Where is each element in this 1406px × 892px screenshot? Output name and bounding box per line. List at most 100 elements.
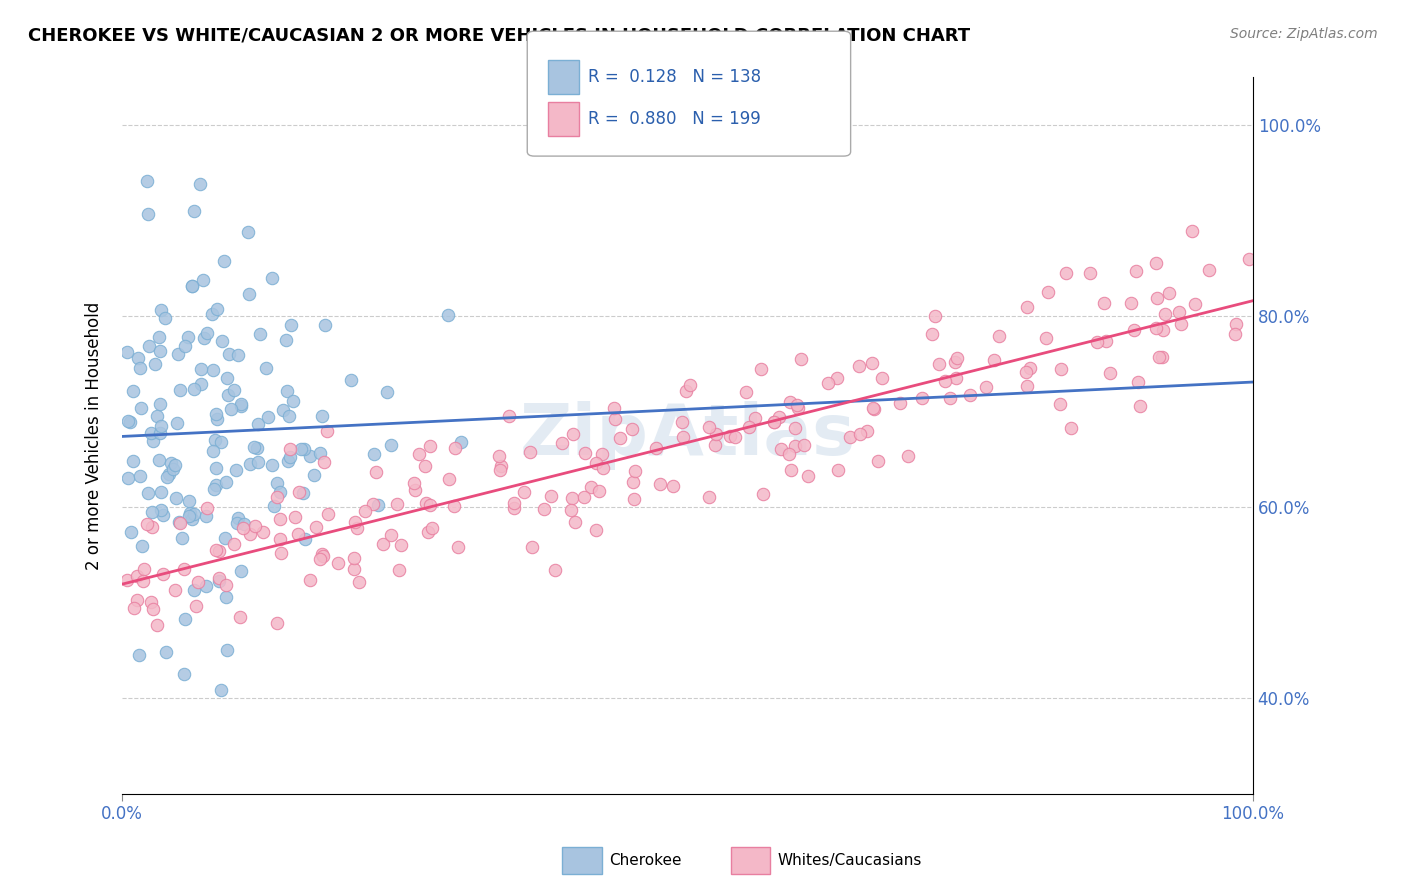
Point [513, 485, 536, 500]
Point [292, 442, 315, 457]
Point [249, 327, 271, 342]
Point [770, 442, 793, 457]
Point [574, 490, 596, 504]
Text: R =  0.880   N = 199: R = 0.880 N = 199 [588, 110, 761, 128]
Point [349, 574, 371, 589]
Point [650, 477, 672, 491]
Point [704, 438, 727, 452]
Point [562, 426, 585, 441]
Point [134, 562, 156, 576]
Point [181, 511, 204, 525]
Point [533, 502, 555, 516]
Point [197, 326, 219, 341]
Point [165, 491, 187, 506]
Point [269, 532, 291, 546]
Point [489, 458, 512, 473]
Point [856, 424, 879, 438]
Point [260, 458, 283, 472]
Point [204, 543, 226, 558]
Point [195, 509, 218, 524]
Point [380, 528, 402, 542]
Point [848, 359, 870, 373]
Point [263, 500, 285, 514]
Point [560, 502, 582, 516]
Point [269, 484, 291, 499]
Point [588, 483, 610, 498]
Point [128, 648, 150, 662]
Point [388, 563, 411, 577]
Point [205, 412, 228, 426]
Point [419, 439, 441, 453]
Point [779, 394, 801, 409]
Point [233, 516, 256, 531]
Point [375, 384, 398, 399]
Point [218, 346, 240, 360]
Point [620, 422, 643, 436]
Point [278, 409, 301, 424]
Point [266, 616, 288, 631]
Point [340, 373, 363, 387]
Point [849, 427, 872, 442]
Text: ZipAtlas: ZipAtlas [519, 401, 855, 470]
Point [159, 456, 181, 470]
Point [1078, 266, 1101, 280]
Point [1198, 263, 1220, 277]
Point [924, 310, 946, 324]
Point [343, 562, 366, 576]
Point [131, 401, 153, 416]
Point [450, 435, 472, 450]
Point [609, 431, 631, 445]
Point [186, 599, 208, 613]
Point [1152, 350, 1174, 364]
Point [889, 396, 911, 410]
Point [373, 536, 395, 550]
Point [214, 531, 236, 545]
Point [897, 450, 920, 464]
Point [738, 420, 761, 434]
Point [603, 401, 626, 416]
Text: CHEROKEE VS WHITE/CAUCASIAN 2 OR MORE VEHICLES IN HOUSEHOLD CORRELATION CHART: CHEROKEE VS WHITE/CAUCASIAN 2 OR MORE VE… [28, 27, 970, 45]
Point [257, 410, 280, 425]
Point [162, 461, 184, 475]
Point [149, 425, 172, 440]
Point [1099, 367, 1122, 381]
Point [195, 501, 218, 516]
Point [605, 412, 627, 426]
Point [246, 455, 269, 469]
Point [316, 424, 339, 438]
Point [662, 479, 685, 493]
Point [443, 499, 465, 513]
Point [173, 562, 195, 576]
Point [209, 434, 232, 449]
Point [283, 509, 305, 524]
Point [1059, 420, 1081, 434]
Point [118, 415, 141, 429]
Point [207, 571, 229, 585]
Point [179, 509, 201, 524]
Point [1054, 266, 1077, 280]
Point [150, 485, 173, 500]
Point [1125, 264, 1147, 278]
Point [672, 430, 695, 444]
Point [149, 343, 172, 358]
Point [363, 447, 385, 461]
Point [215, 591, 238, 605]
Point [697, 419, 720, 434]
Point [266, 490, 288, 504]
Point [706, 427, 728, 442]
Point [785, 439, 807, 453]
Point [1092, 295, 1115, 310]
Point [1015, 379, 1038, 393]
Point [418, 525, 440, 540]
Point [402, 476, 425, 491]
Point [157, 467, 180, 481]
Point [1049, 397, 1071, 411]
Point [142, 434, 165, 448]
Point [762, 415, 785, 429]
Point [945, 351, 967, 365]
Point [266, 476, 288, 491]
Point [139, 595, 162, 609]
Point [174, 339, 197, 353]
Point [276, 384, 298, 398]
Point [988, 329, 1011, 343]
